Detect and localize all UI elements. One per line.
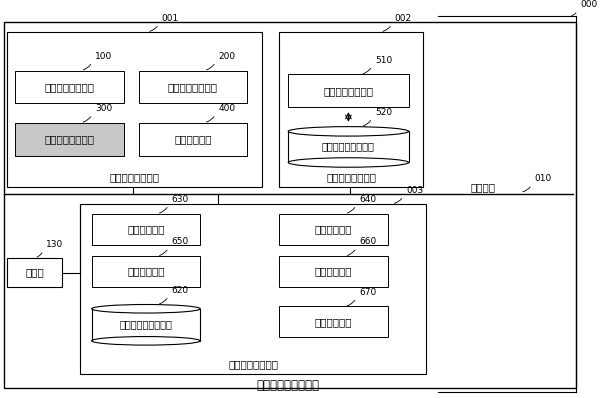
Bar bbox=[139, 123, 247, 156]
Text: 130: 130 bbox=[46, 240, 64, 249]
Text: 100: 100 bbox=[95, 52, 112, 61]
Text: 交易数据模块: 交易数据模块 bbox=[127, 224, 164, 234]
Bar bbox=[280, 214, 388, 244]
Text: 003: 003 bbox=[406, 186, 424, 195]
Text: 运动数据评估系统: 运动数据评估系统 bbox=[44, 134, 95, 144]
Text: 通信网络: 通信网络 bbox=[470, 182, 495, 192]
Text: 运动数据收集系统: 运动数据收集系统 bbox=[44, 82, 95, 92]
Text: 520: 520 bbox=[375, 108, 392, 117]
Text: 200: 200 bbox=[218, 52, 236, 61]
Bar bbox=[288, 74, 409, 107]
Bar bbox=[16, 70, 124, 103]
Text: 本发明的总体结构图: 本发明的总体结构图 bbox=[257, 378, 320, 392]
Text: 650: 650 bbox=[172, 238, 189, 246]
Bar bbox=[92, 309, 200, 341]
Text: 670: 670 bbox=[359, 288, 376, 297]
Bar bbox=[280, 306, 388, 338]
Text: 630: 630 bbox=[172, 195, 189, 204]
Text: 交易终端模块: 交易终端模块 bbox=[315, 317, 352, 327]
Text: 运动效果分布式账本: 运动效果分布式账本 bbox=[322, 141, 375, 151]
Text: 010: 010 bbox=[535, 174, 552, 183]
Bar bbox=[139, 70, 247, 103]
Text: 运动效果评估系统: 运动效果评估系统 bbox=[326, 172, 376, 182]
Bar bbox=[288, 131, 409, 162]
Text: 660: 660 bbox=[359, 238, 376, 246]
Text: 运动指导系统: 运动指导系统 bbox=[174, 134, 212, 144]
Text: 交易管理分布式账本: 交易管理分布式账本 bbox=[119, 319, 172, 329]
Text: 交易执行模块: 交易执行模块 bbox=[127, 267, 164, 277]
Text: 640: 640 bbox=[359, 195, 376, 204]
Text: 510: 510 bbox=[375, 56, 392, 65]
Text: 001: 001 bbox=[161, 14, 179, 23]
Text: 400: 400 bbox=[218, 104, 236, 113]
Bar bbox=[16, 123, 124, 156]
Text: 交易模型模块: 交易模型模块 bbox=[315, 224, 352, 234]
Text: 620: 620 bbox=[172, 286, 188, 295]
Bar bbox=[92, 214, 200, 244]
Text: 运动效果评估模块: 运动效果评估模块 bbox=[323, 86, 373, 96]
Bar bbox=[7, 258, 62, 287]
Bar bbox=[92, 256, 200, 287]
Ellipse shape bbox=[288, 127, 409, 136]
Text: 002: 002 bbox=[395, 14, 412, 23]
Text: 运动分析指导系统: 运动分析指导系统 bbox=[109, 172, 159, 182]
Text: 300: 300 bbox=[95, 104, 112, 113]
Text: 运动算法交易系统: 运动算法交易系统 bbox=[228, 359, 278, 369]
Text: 服务器: 服务器 bbox=[25, 267, 44, 277]
Ellipse shape bbox=[92, 337, 200, 345]
Ellipse shape bbox=[288, 158, 409, 167]
Text: 交易监测模块: 交易监测模块 bbox=[315, 267, 352, 277]
Ellipse shape bbox=[92, 304, 200, 313]
Bar bbox=[280, 256, 388, 287]
Text: 000: 000 bbox=[581, 0, 598, 10]
Bar bbox=[280, 32, 423, 187]
Bar bbox=[80, 204, 426, 374]
Bar bbox=[7, 32, 262, 187]
Text: 运动数据分析系统: 运动数据分析系统 bbox=[168, 82, 218, 92]
